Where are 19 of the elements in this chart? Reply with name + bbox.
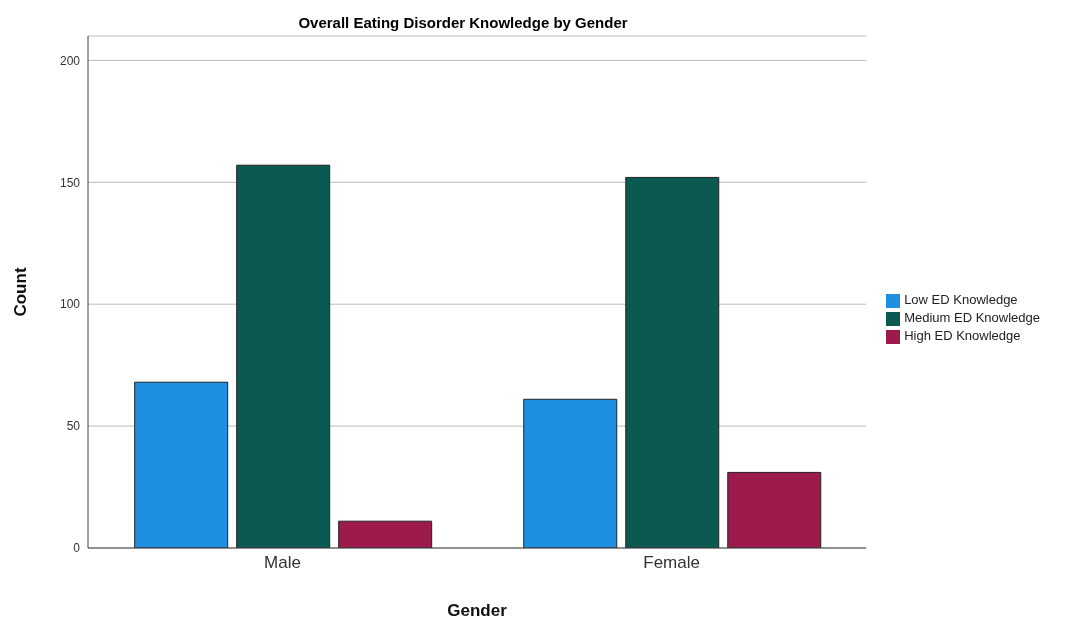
x-tick-label: Female [643, 553, 700, 573]
legend-label: High ED Knowledge [904, 328, 1021, 343]
y-tick-label: 200 [59, 53, 81, 68]
bar [134, 381, 229, 548]
y-axis-title: Count [11, 267, 31, 317]
bar [727, 471, 822, 548]
legend-label: Low ED Knowledge [904, 292, 1018, 307]
legend-label: Medium ED Knowledge [904, 310, 1040, 325]
y-tick-label: 150 [59, 175, 81, 190]
x-tick-label: Male [264, 553, 301, 573]
chart-title: Overall Eating Disorder Knowledge by Gender [297, 14, 629, 31]
bar [236, 164, 331, 548]
bar [625, 176, 720, 548]
bar [523, 398, 618, 548]
x-axis-title: Gender [447, 601, 508, 620]
y-tick-label: 100 [59, 297, 81, 312]
y-tick-label: 50 [66, 419, 81, 434]
bar [338, 520, 433, 548]
y-tick-label: 0 [73, 541, 81, 556]
